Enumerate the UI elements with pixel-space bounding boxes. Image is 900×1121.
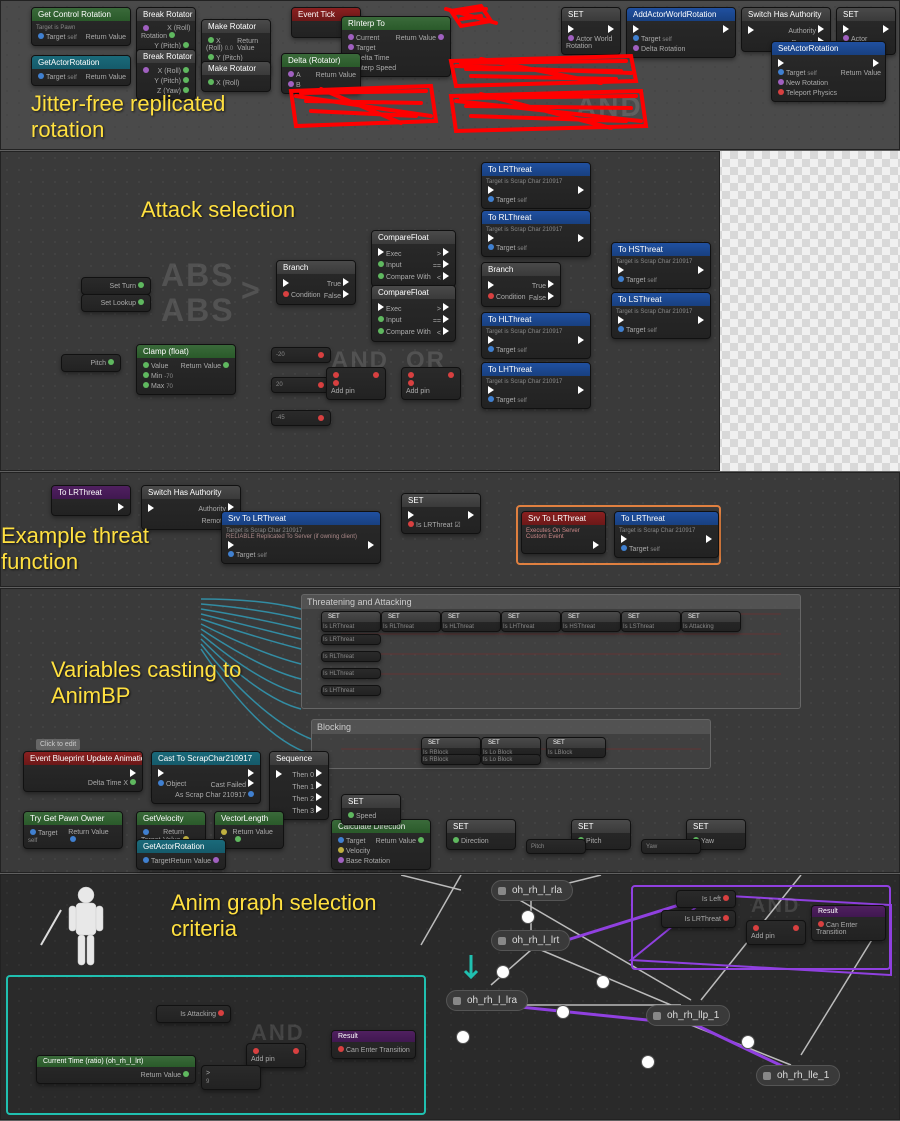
node-set-turn[interactable]: Set Turn bbox=[81, 277, 151, 295]
character-render bbox=[11, 880, 151, 980]
node-to-hlthreat[interactable]: To HLThreat Target is Scrap Char 210917T… bbox=[481, 312, 591, 359]
panel-attack-selection: Attack selection ABS ABS > AND OR Set Tu… bbox=[0, 151, 720, 471]
set-row-1a[interactable]: SETIs LRThreat bbox=[321, 611, 381, 632]
set-row-2c[interactable]: Is HLThreat bbox=[321, 668, 381, 679]
node-var-yaw[interactable]: Yaw bbox=[641, 839, 701, 854]
panel-rotation: Jitter-free replicated rotation Event Ti… bbox=[0, 0, 900, 150]
node-to-lhthreat[interactable]: To LHThreat Target is Scrap Char 210917T… bbox=[481, 362, 591, 409]
node-addpin-2[interactable]: Add pin bbox=[401, 367, 461, 400]
val-45[interactable]: -45 bbox=[271, 410, 331, 426]
node-var-pitch[interactable]: Pitch bbox=[526, 839, 586, 854]
node-clamp-float[interactable]: Clamp (float) ValueReturn Value Min -70 … bbox=[136, 344, 236, 395]
node-srv-to-lrthreat[interactable]: Srv To LRThreat Target is Scrap Char 210… bbox=[221, 511, 381, 564]
node-getactorrotation-2[interactable]: GetActorRotation TargetReturn Value bbox=[136, 839, 226, 870]
node-make-rotator-2[interactable]: Make Rotator X (Roll) bbox=[201, 61, 271, 92]
node-is-attacking[interactable]: Is Attacking bbox=[156, 1005, 231, 1023]
annotation-rotation: Jitter-free replicated rotation bbox=[31, 91, 281, 144]
node-pitch-var[interactable]: Pitch bbox=[61, 354, 121, 372]
checker-right-1 bbox=[720, 151, 900, 471]
node-to-rlthreat[interactable]: To RLThreat Target is Scrap Char 210917T… bbox=[481, 210, 591, 257]
trans-5[interactable] bbox=[741, 1035, 755, 1049]
annotation-casting: Variables casting to AnimBP bbox=[51, 657, 271, 710]
node-is-lrthreat-var[interactable]: Is LRThreat bbox=[661, 910, 736, 928]
panel-animbp-cast: Variables casting to AnimBP Threatening … bbox=[0, 588, 900, 873]
node-to-lrthreat[interactable]: To LRThreat Target is Scrap Char 210917T… bbox=[481, 162, 591, 209]
set-row-1d[interactable]: SETIs LHThreat bbox=[501, 611, 561, 632]
val-20[interactable]: -20 bbox=[271, 347, 331, 363]
node-set-speed[interactable]: SET Speed bbox=[341, 794, 401, 825]
node-is-left[interactable]: Is Left bbox=[676, 890, 736, 908]
node-set-direction[interactable]: SET Direction bbox=[446, 819, 516, 850]
annotation-attack: Attack selection bbox=[141, 197, 295, 223]
node-tolrthreat-start[interactable]: To LRThreat bbox=[51, 485, 131, 516]
blk-var-1[interactable]: Is RBlock bbox=[421, 754, 481, 765]
trans-6[interactable] bbox=[456, 1030, 470, 1044]
node-setactor-rotation[interactable]: SetActorRotation Target selfReturn Value… bbox=[771, 41, 886, 102]
node-calculate-direction[interactable]: Calculate Direction TargetReturn Value V… bbox=[331, 819, 431, 870]
node-to-hsthreat[interactable]: To HSThreat Target is Scrap Char 210917T… bbox=[611, 242, 711, 289]
click-to-edit-label[interactable]: Click to edit bbox=[36, 739, 80, 750]
set-row-1e[interactable]: SETIs HSThreat bbox=[561, 611, 621, 632]
node-current-time[interactable]: Current Time (ratio) (oh_rh_l_lrt) Retur… bbox=[36, 1055, 196, 1084]
state-llp1[interactable]: oh_rh_llp_1 bbox=[646, 1005, 730, 1026]
node-result-bottom[interactable]: Result Can Enter Transition bbox=[331, 1030, 416, 1059]
ghost-abs2: ABS bbox=[161, 292, 235, 329]
panel-threat-function: Example threat function To LRThreat Swit… bbox=[0, 472, 900, 587]
set-row-1g[interactable]: SETIs Attacking bbox=[681, 611, 741, 632]
node-cast-to[interactable]: Cast To ScrapChar210917 ObjectCast Faile… bbox=[151, 751, 261, 804]
set-block-3[interactable]: SETIs LBlock bbox=[546, 737, 606, 758]
ghost-gt: > bbox=[241, 272, 262, 309]
node-branch-1[interactable]: Branch True ConditionFalse bbox=[276, 260, 356, 305]
state-lle1[interactable]: oh_rh_lle_1 bbox=[756, 1065, 840, 1086]
node-compare-9[interactable]: >9 bbox=[201, 1065, 261, 1090]
scribble-annotation bbox=[281, 1, 661, 151]
node-event-bp-update[interactable]: Event Blueprint Update Animation Delta T… bbox=[23, 751, 143, 792]
node-getactorrotation-top[interactable]: GetActorRotation Target selfReturn Value bbox=[31, 55, 131, 86]
ghost-abs1: ABS bbox=[161, 257, 235, 294]
node-srv-custom-event[interactable]: Srv To LRThreat Executes On Server Custo… bbox=[521, 511, 606, 554]
node-set-lrthreat[interactable]: SET Is LRThreat ☑ bbox=[401, 493, 481, 534]
annotation-animgraph: Anim graph selection criteria bbox=[171, 890, 411, 943]
node-sequence[interactable]: Sequence Then 0 Then 1 Then 2 Then 3 bbox=[269, 751, 329, 820]
state-lra[interactable]: oh_rh_l_lra bbox=[446, 990, 528, 1011]
node-to-lrthreat-server[interactable]: To LRThreat Target is Scrap Char 210917T… bbox=[614, 511, 719, 558]
trans-1[interactable] bbox=[521, 910, 535, 924]
node-addpin-3[interactable]: Add pin bbox=[746, 920, 806, 945]
set-row-2a[interactable]: Is LRThreat bbox=[321, 634, 381, 645]
set-row-1c[interactable]: SETIs HLThreat bbox=[441, 611, 501, 632]
arrow-down-icon bbox=[461, 955, 481, 985]
set-row-1b[interactable]: SETIs RLThreat bbox=[381, 611, 441, 632]
state-lrt[interactable]: oh_rh_l_lrt bbox=[491, 930, 570, 951]
state-rla[interactable]: oh_rh_l_rla bbox=[491, 880, 573, 901]
blk-var-2[interactable]: Is Lo Block bbox=[481, 754, 541, 765]
node-branch-2[interactable]: Branch True ConditionFalse bbox=[481, 262, 561, 307]
node-to-lsthreat[interactable]: To LSThreat Target is Scrap Char 210917T… bbox=[611, 292, 711, 339]
trans-3[interactable] bbox=[596, 975, 610, 989]
annotation-threat: Example threat function bbox=[1, 523, 181, 576]
node-result-top[interactable]: Result Can Enter Transition bbox=[811, 905, 886, 941]
trans-2[interactable] bbox=[496, 965, 510, 979]
node-comparefloat-1[interactable]: CompareFloat Exec> Input== Compare With< bbox=[371, 230, 456, 287]
set-row-2b[interactable]: Is RLThreat bbox=[321, 651, 381, 662]
set-row-1f[interactable]: SETIs LSThreat bbox=[621, 611, 681, 632]
node-comparefloat-2[interactable]: CompareFloat Exec> Input== Compare With< bbox=[371, 285, 456, 342]
node-set-lookup[interactable]: Set Lookup bbox=[81, 294, 151, 312]
set-row-2d[interactable]: Is LHThreat bbox=[321, 685, 381, 696]
ghost-and3: AND bbox=[751, 895, 800, 918]
node-try-get-pawn[interactable]: Try Get Pawn Owner Target selfReturn Val… bbox=[23, 811, 123, 849]
trans-4[interactable] bbox=[556, 1005, 570, 1019]
node-get-control-rotation[interactable]: Get Control Rotation Target is Pawn Targ… bbox=[31, 7, 131, 46]
val-20p[interactable]: 20 bbox=[271, 377, 331, 393]
trans-7[interactable] bbox=[641, 1055, 655, 1069]
panel-animgraph: Anim graph selection criteria oh_rh_l_rl… bbox=[0, 874, 900, 1120]
node-addpin-1[interactable]: Add pin bbox=[326, 367, 386, 400]
